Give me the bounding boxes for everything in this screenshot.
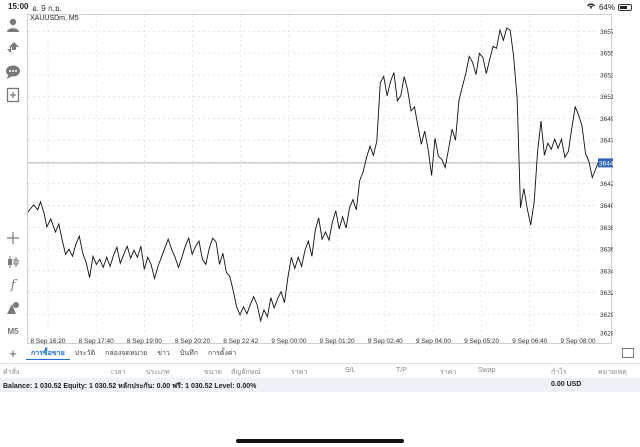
- tab-history[interactable]: ประวัติ: [74, 350, 96, 357]
- crosshair-icon[interactable]: [4, 229, 22, 247]
- x-tick-label: 9 Sep 02:40: [368, 338, 403, 345]
- col-swap: Swap: [478, 367, 496, 374]
- add-order-icon[interactable]: +: [9, 346, 17, 361]
- y-tick-label: 3655.715: [600, 51, 613, 58]
- person-icon[interactable]: [4, 16, 22, 34]
- y-tick-label: 3632.010: [600, 290, 613, 297]
- status-time: 15:00: [8, 2, 29, 11]
- col-type: ประเภท: [146, 369, 170, 376]
- x-tick-label: 8 Sep 22:42: [223, 338, 258, 345]
- y-tick-label: 3651.405: [600, 94, 613, 101]
- current-price-label: 3644.850: [599, 160, 613, 167]
- col-price: ราคา: [291, 369, 308, 376]
- y-tick-label: 3629.855: [600, 312, 613, 319]
- col-order: คำสั่ง: [3, 369, 20, 376]
- add-document-icon[interactable]: [4, 86, 22, 104]
- status-date: อ. 9 ก.ย.: [32, 4, 62, 13]
- status-right: 64%: [586, 2, 632, 12]
- tab-journal[interactable]: บันทึก: [179, 350, 198, 357]
- home-indicator[interactable]: [236, 439, 404, 443]
- balance-summary: Balance: 1 030.52 Equity: 1 030.52 หลักป…: [3, 383, 257, 390]
- chat-icon[interactable]: [4, 63, 22, 81]
- function-icon[interactable]: f: [10, 277, 16, 293]
- x-tick-label: 9 Sep 00:00: [271, 338, 306, 345]
- timeframe-icon[interactable]: M5: [7, 326, 19, 336]
- candlestick-icon[interactable]: [4, 253, 22, 271]
- col-current-price: ราคา: [440, 369, 457, 376]
- y-tick-label: 3657.870: [600, 29, 613, 36]
- price-series-line: [28, 27, 599, 323]
- bottom-tabs-bar: + การซื้อขาย ประวัติ กล่องจดหมาย ข่าว บั…: [0, 345, 640, 362]
- col-symbol: สัญลักษณ์: [231, 369, 261, 376]
- tab-settings[interactable]: การตั้งค่า: [207, 350, 237, 357]
- col-profit: กำไร: [551, 369, 567, 376]
- col-tp: T/P: [396, 367, 407, 374]
- expand-panel-icon[interactable]: [622, 348, 634, 358]
- battery-icon: [618, 3, 632, 11]
- col-volume: ขนาด: [204, 369, 223, 376]
- x-tick-label: 9 Sep 05:20: [464, 338, 499, 345]
- y-tick-label: 3640.630: [600, 203, 613, 210]
- y-tick-label: 3649.250: [600, 116, 613, 123]
- x-tick-label: 9 Sep 06:40: [512, 338, 547, 345]
- trade-table-header: คำสั่ง เวลา ประเภท ขนาด สัญลักษณ์ ราคา S…: [0, 363, 640, 377]
- x-tick-label: 9 Sep 01:20: [320, 338, 355, 345]
- y-tick-label: 3653.560: [600, 72, 613, 79]
- y-tick-label: 3634.165: [600, 268, 613, 275]
- col-comment: หมายเหตุ: [598, 369, 627, 376]
- y-tick-label: 3647.095: [600, 138, 613, 145]
- total-profit: 0.00 USD: [551, 381, 582, 388]
- chart-area[interactable]: 3657.870 3655.715 3653.560 3651.405 3649.250…: [27, 14, 613, 345]
- y-tick-label: 3636.320: [600, 247, 613, 254]
- tab-trade[interactable]: การซื้อขาย: [26, 348, 70, 360]
- current-price-badge: [598, 158, 613, 168]
- wifi-icon: [586, 2, 596, 12]
- tab-mailbox[interactable]: กล่องจดหมาย: [105, 350, 148, 357]
- y-tick-label: 3628.000: [600, 331, 613, 338]
- objects-icon[interactable]: [4, 299, 22, 317]
- y-tick-label: 3642.785: [600, 181, 613, 188]
- x-tick-label: 8 Sep 17:40: [79, 338, 114, 345]
- balance-row: Balance: 1 030.52 Equity: 1 030.52 หลักป…: [0, 378, 640, 392]
- x-tick-label: 8 Sep 16:20: [30, 338, 65, 345]
- x-tick-label: 8 Sep 19:00: [127, 338, 162, 345]
- y-tick-label: 3638.475: [600, 225, 613, 232]
- x-tick-label: 9 Sep 08:00: [560, 338, 595, 345]
- price-chart[interactable]: 3657.870 3655.715 3653.560 3651.405 3649.250…: [28, 15, 613, 345]
- tab-news[interactable]: ข่าว: [157, 350, 170, 357]
- x-tick-label: 9 Sep 04:00: [416, 338, 451, 345]
- battery-percent: 64%: [598, 2, 615, 12]
- trade-arrows-icon[interactable]: [4, 39, 22, 57]
- left-toolbar: f M5: [0, 14, 26, 342]
- col-sl: S/L: [345, 367, 356, 374]
- col-time: เวลา: [111, 369, 126, 376]
- status-bar: 15:00 อ. 9 ก.ย. 64%: [0, 0, 640, 14]
- x-tick-label: 8 Sep 20:20: [175, 338, 210, 345]
- chart-symbol-label: XAUUSDm, M5: [30, 15, 79, 22]
